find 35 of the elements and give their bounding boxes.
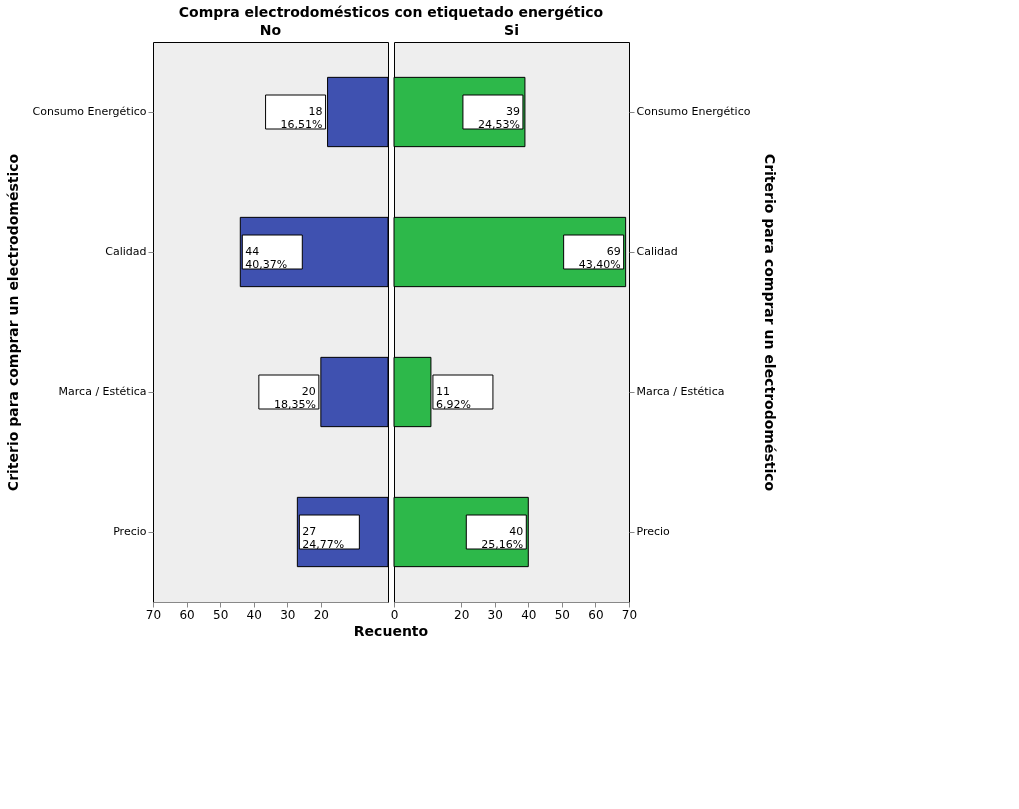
x-tick-label: 60	[179, 607, 195, 622]
data-label: 40 25,16%	[481, 525, 524, 551]
chart-title: Compra electrodomésticos con etiquetado energético	[178, 3, 604, 20]
data-label: 20 18,35%	[273, 385, 316, 411]
y-tick-label: Precio	[636, 525, 671, 538]
y-tick-label: Consumo Energético	[32, 105, 147, 118]
x-tick-label: 70	[621, 607, 638, 622]
y-tick-label: Consumo Energético	[636, 105, 751, 118]
y-tick-label: Calidad	[105, 245, 147, 258]
x-tick-label: 40	[246, 607, 262, 622]
x-tick-label: 20	[454, 607, 470, 622]
data-label: 11 6,92%	[435, 385, 471, 411]
x-tick-label: 60	[588, 607, 604, 622]
x-tick-label: 70	[145, 607, 162, 622]
y-tick-label: Calidad	[636, 245, 678, 258]
x-axis-title: Recuento	[353, 622, 429, 639]
chart-subtitle: Si	[504, 22, 519, 38]
y-axis-title: Criterio para comprar un electrodoméstico	[762, 153, 779, 492]
x-tick-label: 20	[313, 607, 329, 622]
data-label: 44 40,37%	[245, 245, 288, 271]
data-label: 39 24,53%	[477, 105, 520, 131]
data-label: 69 43,40%	[578, 245, 621, 271]
x-tick-label: 50	[213, 607, 229, 622]
x-tick-label: 30	[487, 607, 503, 622]
y-tick-label: Precio	[113, 525, 147, 538]
y-axis-title: Criterio para comprar un electrodoméstico	[4, 153, 21, 492]
y-tick-label: Marca / Estética	[58, 385, 147, 398]
x-tick-label: 30	[280, 607, 296, 622]
data-label: 27 24,77%	[302, 525, 345, 551]
x-tick-label: 40	[521, 607, 537, 622]
y-tick-label: Marca / Estética	[636, 385, 725, 398]
x-tick-label: 0	[390, 607, 399, 622]
chart-subtitle: No	[259, 22, 282, 38]
data-label: 18 16,51%	[280, 105, 323, 131]
x-tick-label: 50	[554, 607, 570, 622]
